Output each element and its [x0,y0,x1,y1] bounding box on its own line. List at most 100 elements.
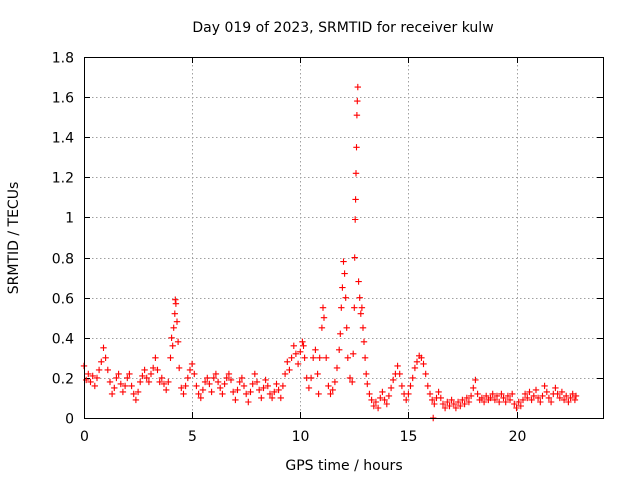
data-point [558,388,566,396]
data-point [294,360,302,368]
data-point [305,384,313,392]
data-point [320,314,328,321]
tick-labels: 0 0.2 0.4 0.6 0.8 1 1.2 1.4 1.6 1.8 0 5 10 15 20 [52,51,527,446]
data-point [356,294,363,301]
data-point [459,396,466,404]
x-axis-label: GPS time / hours [285,458,402,474]
data-point [517,402,524,410]
data-point [351,254,358,261]
data-point [312,346,319,353]
data-point [363,370,370,378]
data-point [390,376,397,384]
data-point [418,354,425,361]
data-point [106,378,114,386]
data-point [532,386,540,394]
data-point [238,374,246,382]
data-point [247,388,254,396]
data-point [511,400,518,408]
data-point [489,390,496,398]
y-tick-label: 1 [65,211,74,227]
data-point [223,374,230,382]
grid [84,57,603,418]
data-point [463,394,470,402]
data-point [461,400,468,408]
data-point [457,402,464,410]
data-point [509,390,516,398]
data-point [91,382,98,390]
y-tick-label: 1.8 [52,51,74,67]
data-point [357,310,364,317]
data-point [102,354,109,361]
data-point [121,382,129,390]
data-point [210,374,217,382]
data-point [288,354,295,361]
data-point [396,370,403,378]
data-point [145,378,153,386]
data-point [117,380,124,388]
data-point [528,396,535,404]
data-point [353,144,360,151]
data-point [355,278,362,285]
data-point [504,392,512,400]
data-point [225,370,233,378]
data-point [336,346,343,353]
data-point [156,378,163,386]
data-point [108,390,116,398]
data-point [323,354,330,361]
data-point [277,394,284,402]
data-point [364,380,371,388]
data-point [95,366,103,374]
data-point [191,370,198,378]
data-point [381,396,388,404]
data-point [483,392,490,400]
data-point [232,396,239,404]
data-point [502,398,509,406]
data-point [197,394,204,402]
data-point [170,324,177,331]
data-point [403,396,410,404]
data-point [201,378,209,386]
data-point [352,216,359,223]
data-point [214,378,222,386]
data-point [137,378,144,386]
data-point [411,364,419,372]
data-point [353,112,361,119]
data-point [429,396,436,404]
data-point [519,396,527,404]
data-point [439,400,447,408]
x-tick-label: 20 [509,429,527,445]
data-point [560,396,568,404]
x-tick-label: 0 [80,429,89,445]
data-point [111,384,118,392]
data-point [346,374,354,382]
data-point [260,384,267,392]
data-point [496,398,503,406]
data-point [448,396,455,404]
data-point [147,370,155,378]
data-point [134,388,142,396]
data-point [547,398,555,406]
data-point [139,372,146,380]
data-point [275,386,282,394]
data-point [565,398,572,406]
data-point [169,342,176,349]
data-point [193,382,200,390]
data-point [251,370,258,378]
data-point [431,400,438,408]
data-point [398,382,406,390]
data-point [450,400,457,408]
data-point [212,370,220,378]
data-point [315,390,322,398]
data-point [141,366,148,374]
data-point [188,360,196,368]
data-point [292,350,300,357]
data-points [80,83,580,422]
data-point [281,370,289,378]
data-point [195,390,202,398]
x-tick-label: 5 [188,429,197,445]
data-point [552,384,559,392]
data-point [113,374,120,382]
y-tick-label: 1.2 [52,171,74,187]
data-point [271,388,278,396]
data-point [115,370,122,378]
